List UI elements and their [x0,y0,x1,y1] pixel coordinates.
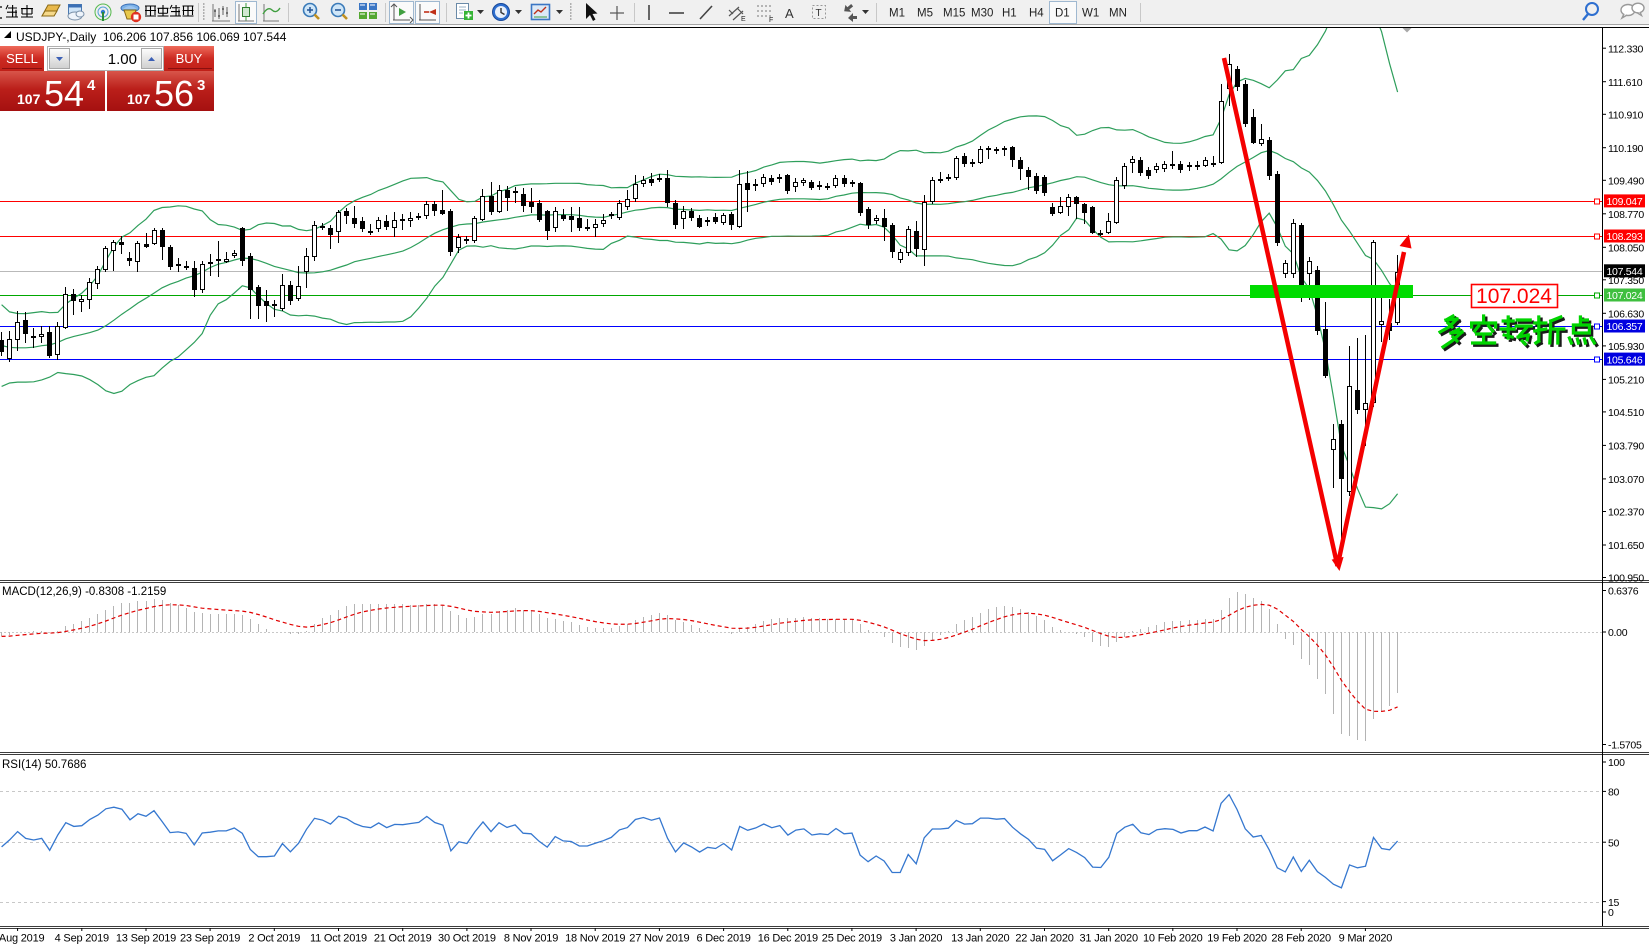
svg-text:101.650: 101.650 [1608,540,1644,552]
svg-text:4 Sep 2019: 4 Sep 2019 [55,933,109,945]
svg-text:111.610: 111.610 [1608,77,1643,89]
svg-text:MN: MN [1109,8,1127,20]
svg-text:0.6376: 0.6376 [1608,586,1639,598]
svg-text:28 Feb 2020: 28 Feb 2020 [1271,933,1331,945]
svg-text:105.930: 105.930 [1608,341,1644,353]
svg-text:104.510: 104.510 [1608,407,1644,419]
svg-text:22 Jan 2020: 22 Jan 2020 [1015,933,1073,945]
svg-text:31 Jan 2020: 31 Jan 2020 [1080,933,1138,945]
svg-text:A: A [785,6,794,21]
svg-text:105.210: 105.210 [1608,375,1644,387]
svg-text:0.00: 0.00 [1608,627,1628,639]
svg-text:110.190: 110.190 [1608,143,1644,155]
svg-text:6 Dec 2019: 6 Dec 2019 [696,933,750,945]
svg-text:108.050: 108.050 [1608,243,1644,255]
svg-text:D1: D1 [1055,8,1070,20]
svg-text:0: 0 [1608,907,1614,919]
svg-text:107.024: 107.024 [1476,285,1552,308]
svg-text:11 Oct 2019: 11 Oct 2019 [310,933,367,945]
svg-text:108.770: 108.770 [1608,209,1644,221]
svg-text:110.910: 110.910 [1608,110,1644,122]
svg-text:15: 15 [1608,897,1620,909]
svg-text:SELL: SELL [6,51,38,66]
svg-text:106.357: 106.357 [1607,321,1643,333]
svg-text:8 Nov 2019: 8 Nov 2019 [504,933,558,945]
svg-text:M5: M5 [917,8,933,20]
svg-text:H4: H4 [1029,8,1044,20]
svg-text:25 Dec 2019: 25 Dec 2019 [822,933,882,945]
svg-text:107: 107 [127,91,151,107]
svg-text:M1: M1 [889,8,905,20]
svg-text:T: T [816,8,822,19]
svg-text:M15: M15 [943,8,965,20]
svg-text:W1: W1 [1082,8,1099,20]
svg-text:102.370: 102.370 [1608,507,1644,519]
svg-text:M30: M30 [971,8,993,20]
svg-text:107: 107 [17,91,41,107]
svg-text:108.293: 108.293 [1607,231,1643,243]
svg-text:16 Dec 2019: 16 Dec 2019 [758,933,818,945]
svg-text:18 Nov 2019: 18 Nov 2019 [565,933,625,945]
svg-text:30 Oct 2019: 30 Oct 2019 [438,933,496,945]
svg-text:-1.5705: -1.5705 [1608,740,1642,752]
svg-text:105.646: 105.646 [1607,354,1643,366]
svg-text:5 Aug 2019: 5 Aug 2019 [0,933,45,945]
svg-text:9 Mar 2020: 9 Mar 2020 [1339,933,1393,945]
svg-text:13 Jan 2020: 13 Jan 2020 [951,933,1009,945]
svg-text:USDJPY-,Daily 106.206 107.856: USDJPY-,Daily 106.206 107.856 106.069 10… [16,30,287,44]
svg-text:54: 54 [44,73,84,114]
svg-text:109.047: 109.047 [1607,196,1643,208]
svg-text:1.00: 1.00 [108,51,137,68]
svg-text:107.024: 107.024 [1607,290,1643,302]
svg-text:10 Feb 2020: 10 Feb 2020 [1143,933,1203,945]
svg-text:3 Jan 2020: 3 Jan 2020 [890,933,943,945]
svg-text:109.490: 109.490 [1608,176,1644,188]
svg-text:BUY: BUY [176,51,203,66]
svg-text:107.544: 107.544 [1607,266,1643,278]
svg-text:F: F [769,17,773,24]
svg-text:103.790: 103.790 [1608,441,1644,453]
svg-text:107.350: 107.350 [1608,275,1644,287]
svg-text:H1: H1 [1002,8,1017,20]
svg-text:RSI(14) 50.7686: RSI(14) 50.7686 [2,759,86,771]
svg-text:E: E [741,16,746,23]
svg-text:106.630: 106.630 [1608,309,1644,321]
svg-text:100: 100 [1608,757,1625,769]
svg-text:80: 80 [1608,787,1620,799]
svg-text:103.070: 103.070 [1608,474,1644,486]
svg-text:19 Feb 2020: 19 Feb 2020 [1207,933,1267,945]
svg-text:112.330: 112.330 [1608,43,1644,55]
svg-text:27 Nov 2019: 27 Nov 2019 [629,933,689,945]
svg-text:MACD(12,26,9) -0.8308 -1.2159: MACD(12,26,9) -0.8308 -1.2159 [2,586,166,598]
svg-text:100.950: 100.950 [1608,573,1644,585]
svg-text:56: 56 [154,73,194,114]
svg-text:13 Sep 2019: 13 Sep 2019 [116,933,176,945]
svg-text:4: 4 [87,77,96,94]
svg-text:2 Oct 2019: 2 Oct 2019 [248,933,300,945]
svg-text:3: 3 [197,77,205,94]
svg-text:21 Oct 2019: 21 Oct 2019 [374,933,432,945]
svg-text:50: 50 [1608,838,1620,850]
svg-text:23 Sep 2019: 23 Sep 2019 [180,933,240,945]
